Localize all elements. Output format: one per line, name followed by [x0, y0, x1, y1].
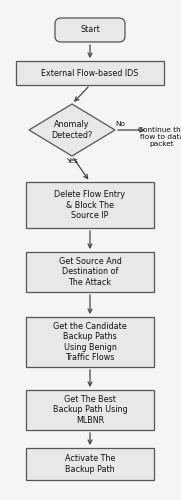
FancyBboxPatch shape — [55, 18, 125, 42]
Text: Anomaly
Detected?: Anomaly Detected? — [51, 120, 93, 140]
Bar — [26, 317, 154, 367]
Bar — [26, 182, 154, 228]
Text: Get the Candidate
Backup Paths
Using Benign
Traffic Flows: Get the Candidate Backup Paths Using Ben… — [53, 322, 127, 362]
Bar — [16, 61, 164, 85]
Text: Delete Flow Entry
& Block The
Source IP: Delete Flow Entry & Block The Source IP — [54, 190, 125, 220]
Text: Start: Start — [80, 26, 100, 35]
Text: Yes: Yes — [66, 158, 78, 164]
Text: Continue the
flow to data
packet: Continue the flow to data packet — [138, 127, 181, 147]
Text: Get Source And
Destination of
The Attack: Get Source And Destination of The Attack — [59, 257, 121, 287]
Text: Get The Best
Backup Path Using
MLBNR: Get The Best Backup Path Using MLBNR — [53, 395, 127, 425]
Bar — [26, 252, 154, 292]
Text: Activate The
Backup Path: Activate The Backup Path — [65, 454, 115, 473]
Bar — [26, 390, 154, 430]
Text: External Flow-based IDS: External Flow-based IDS — [41, 68, 139, 78]
Bar — [26, 448, 154, 480]
Polygon shape — [29, 104, 115, 156]
Text: No: No — [115, 121, 125, 127]
